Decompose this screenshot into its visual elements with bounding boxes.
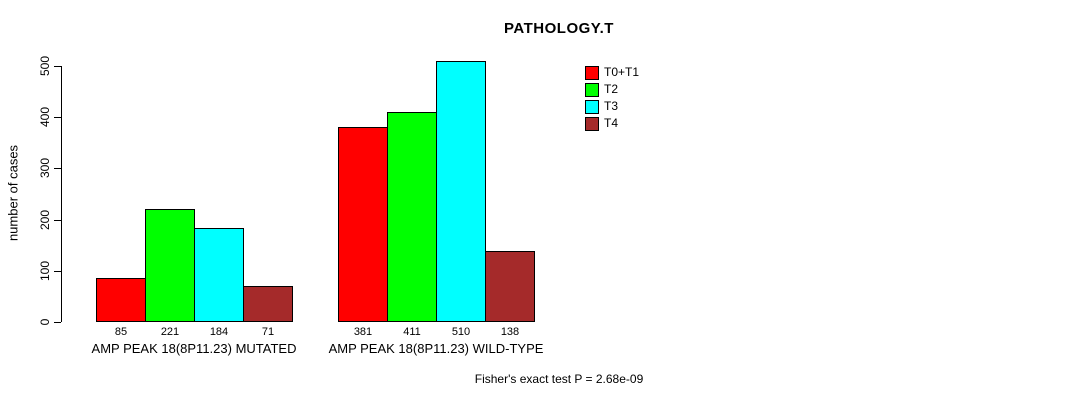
bar-t4-wildtype — [485, 251, 535, 322]
y-tick-label: 400 — [38, 106, 52, 128]
y-tick-label: 300 — [38, 157, 52, 179]
y-tick-label: 200 — [38, 209, 52, 231]
y-tick — [54, 117, 61, 118]
y-tick — [54, 66, 61, 67]
bar-value-label: 85 — [114, 326, 128, 338]
chart-title: PATHOLOGY.T — [504, 20, 614, 37]
legend-item: T3 — [585, 99, 639, 114]
legend-item: T4 — [585, 116, 639, 131]
bar-value-label: 411 — [403, 326, 421, 338]
bar-value-label: 184 — [209, 326, 229, 338]
bar-value-label: 71 — [261, 326, 275, 338]
bar-t0t1-wildtype — [338, 127, 388, 322]
bar-t3-mutated — [194, 228, 244, 322]
legend-swatch — [585, 82, 599, 97]
bar-t0t1-mutated — [96, 278, 146, 322]
bar-t4-mutated — [243, 286, 293, 322]
bar-t2-wildtype — [387, 112, 437, 322]
y-tick — [54, 168, 61, 169]
bar-value-label: 510 — [451, 326, 471, 338]
y-tick-label: 0 — [38, 318, 52, 326]
legend-item: T0+T1 — [585, 65, 640, 80]
y-tick-label: 500 — [38, 55, 52, 77]
bar-t3-wildtype — [436, 61, 486, 322]
legend-item: T2 — [585, 82, 639, 97]
legend-label: T0+T1 — [604, 65, 640, 79]
legend-label: T3 — [604, 99, 619, 113]
y-tick — [54, 271, 61, 272]
legend-label: T2 — [604, 82, 619, 96]
bar-value-label: 138 — [500, 326, 520, 338]
bar-t2-mutated — [145, 209, 195, 322]
y-tick — [54, 322, 61, 323]
legend-swatch — [585, 116, 599, 131]
legend-label: T4 — [604, 116, 619, 130]
bar-value-label: 221 — [160, 326, 180, 338]
bar-value-label: 381 — [353, 326, 373, 338]
y-axis-label: number of cases — [5, 144, 21, 242]
legend: T0+T1 T2 T3 T4 — [585, 65, 640, 131]
legend-swatch — [585, 65, 599, 80]
y-axis-line — [61, 66, 62, 322]
stat-text: Fisher's exact test P = 2.68e-09 — [474, 372, 644, 386]
legend-swatch — [585, 99, 599, 114]
y-tick-label: 100 — [38, 260, 52, 282]
group-label: AMP PEAK 18(8P11.23) WILD-TYPE — [328, 341, 544, 356]
group-label: AMP PEAK 18(8P11.23) MUTATED — [91, 341, 297, 356]
y-tick — [54, 220, 61, 221]
